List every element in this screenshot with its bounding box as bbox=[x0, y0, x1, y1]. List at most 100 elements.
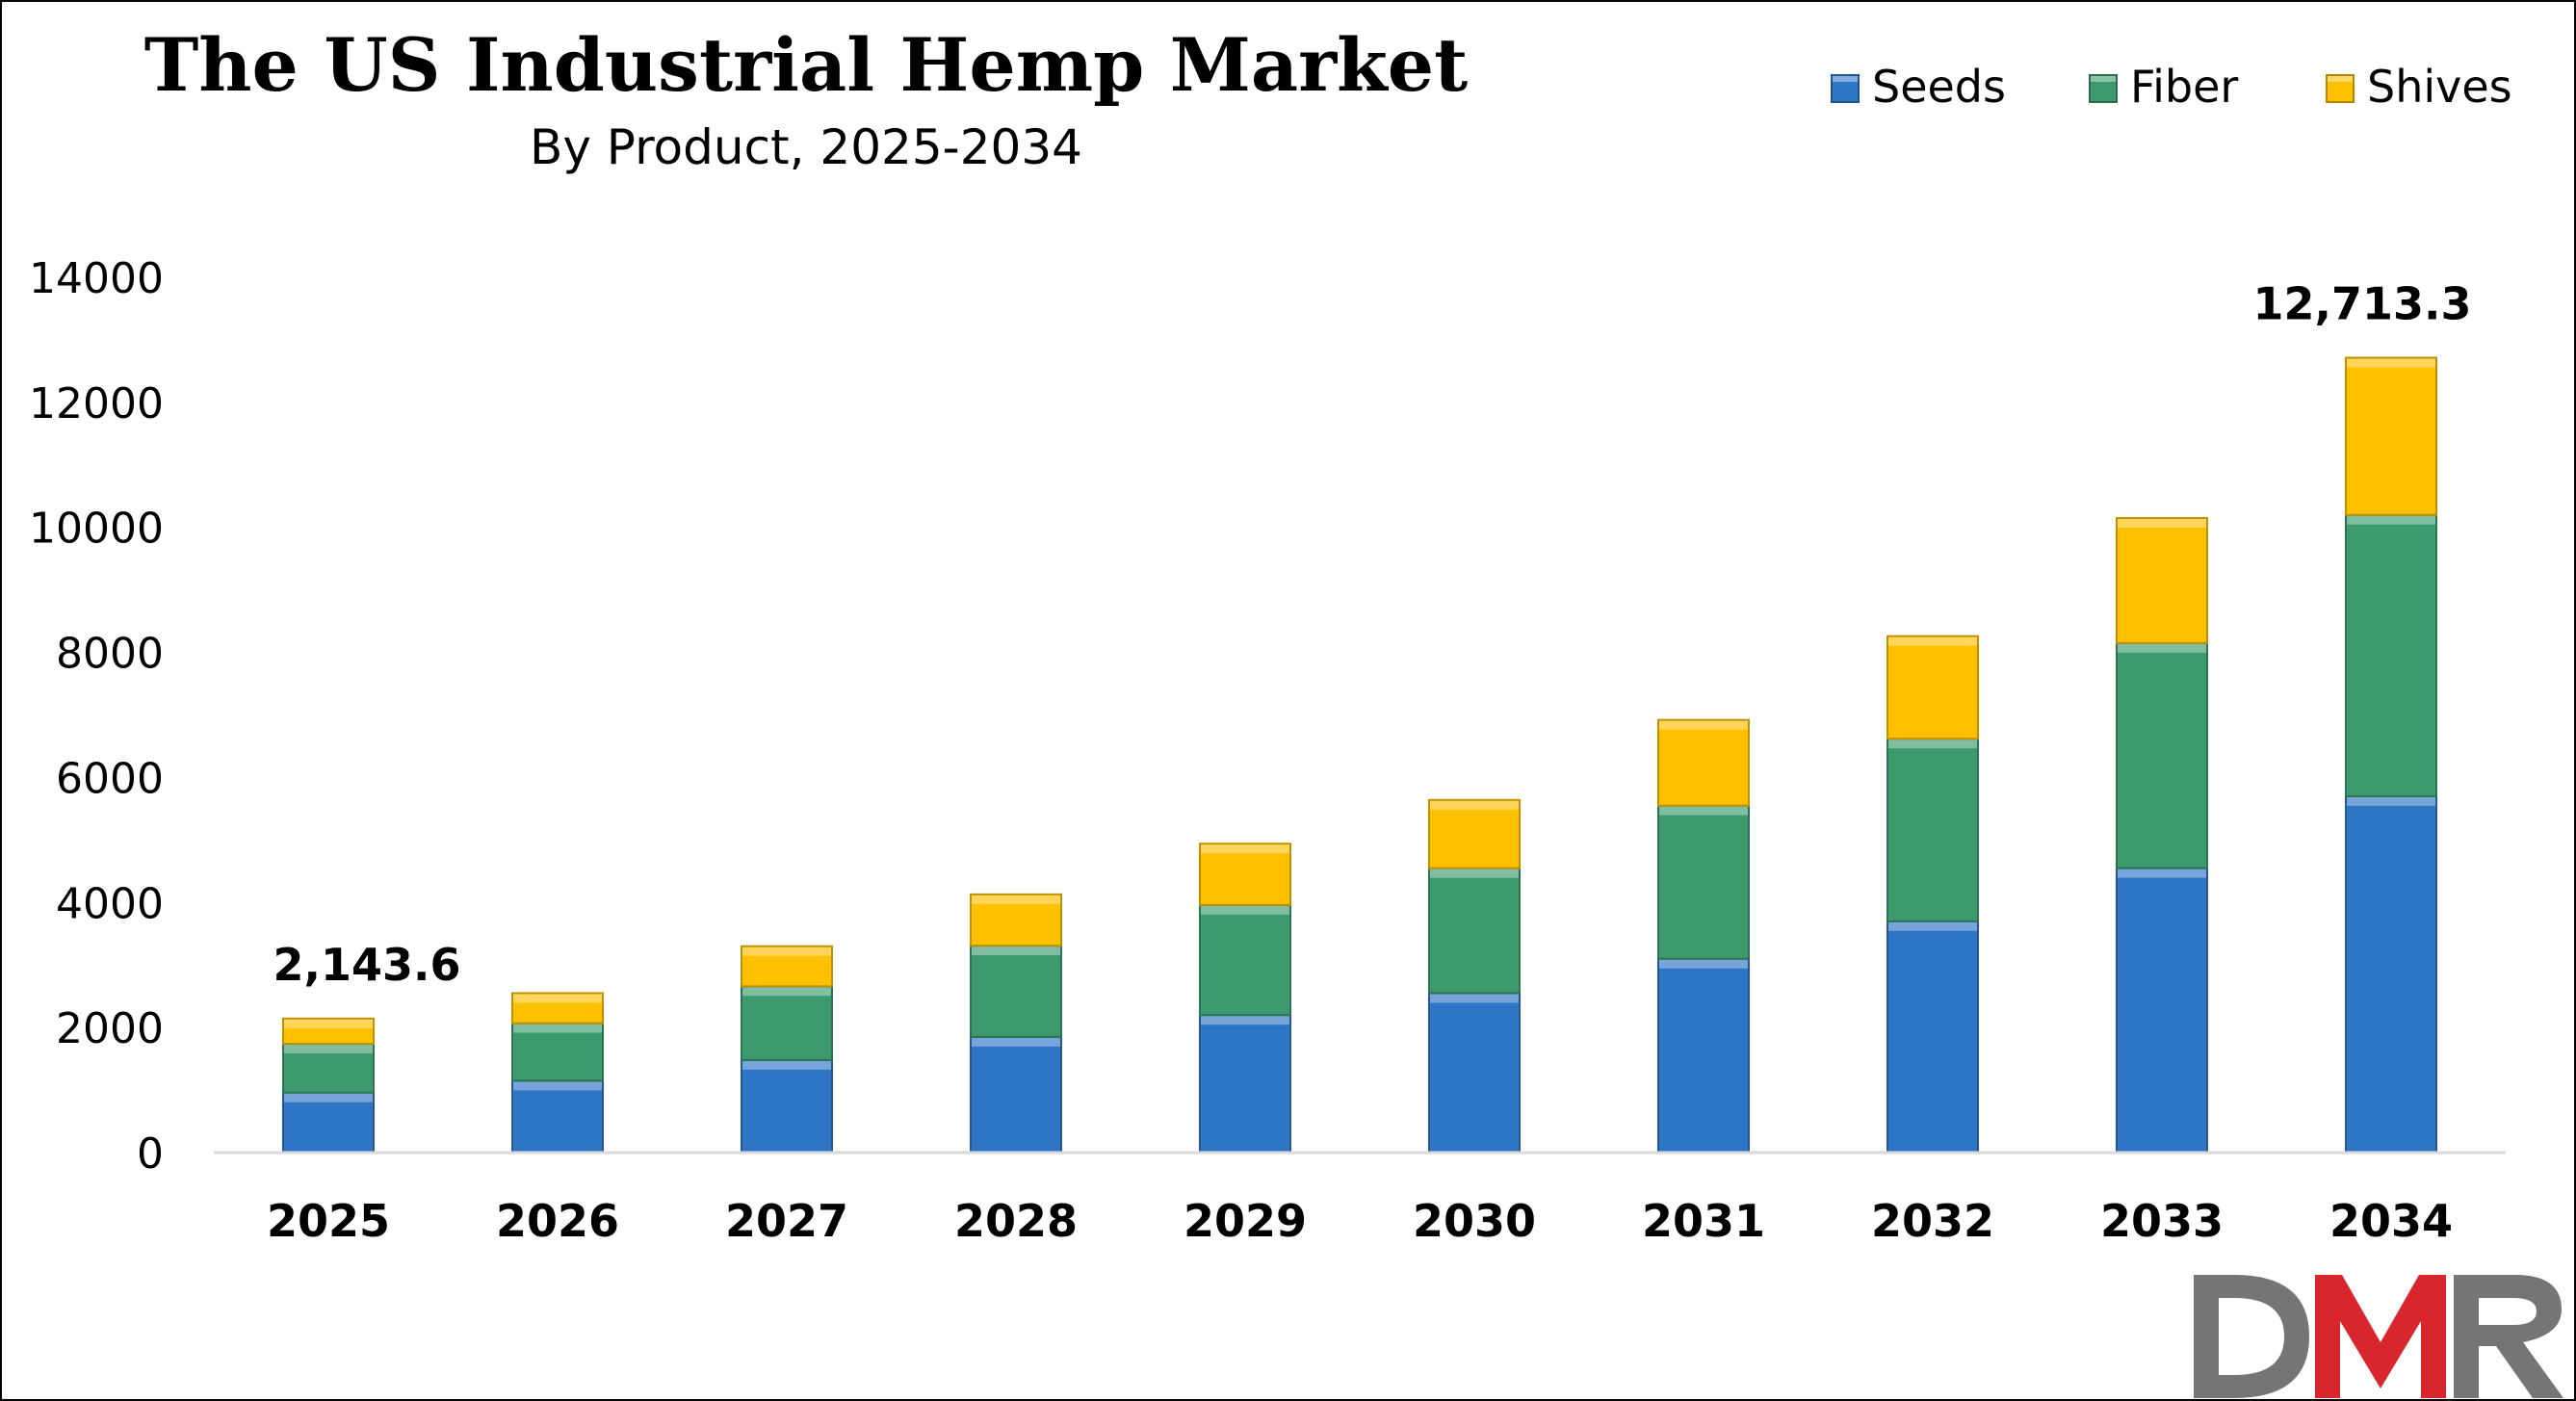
bar-stack-2032 bbox=[1886, 635, 1979, 1154]
bar-shives-2030 bbox=[1428, 798, 1521, 869]
legend-swatch-bevel bbox=[2328, 76, 2353, 82]
bar-seeds-2027 bbox=[741, 1058, 833, 1155]
bar-stack-2031 bbox=[1657, 718, 1750, 1154]
bar-seeds-2028 bbox=[970, 1035, 1062, 1155]
y-tick-label: 8000 bbox=[56, 630, 164, 679]
bar-bevel bbox=[742, 987, 831, 997]
legend-label-seeds: Seeds bbox=[1872, 61, 2006, 113]
logo-letter-r bbox=[2454, 1275, 2563, 1398]
bar-shives-2031 bbox=[1657, 718, 1750, 807]
bar-shives-2032 bbox=[1886, 635, 1979, 740]
x-tick-label: 2034 bbox=[2329, 1195, 2453, 1247]
bar-stack-2030 bbox=[1428, 798, 1521, 1154]
bar-bevel bbox=[2347, 796, 2435, 806]
dmr-logo bbox=[2194, 1275, 2563, 1398]
x-tick-label: 2028 bbox=[954, 1195, 1078, 1247]
bar-bevel bbox=[1430, 994, 1519, 1003]
bar-bevel bbox=[513, 1024, 602, 1033]
bar-seeds-2032 bbox=[1886, 920, 1979, 1154]
y-tick-label: 10000 bbox=[29, 505, 164, 554]
x-tick-label: 2029 bbox=[1184, 1195, 1307, 1247]
bar-seeds-2030 bbox=[1428, 992, 1521, 1154]
bar-fiber-2031 bbox=[1657, 804, 1750, 960]
x-tick-label: 2030 bbox=[1413, 1195, 1536, 1247]
bar-bevel bbox=[1201, 844, 1289, 854]
bar-fiber-2029 bbox=[1199, 903, 1291, 1017]
bar-bevel bbox=[1430, 800, 1519, 810]
bar-bevel bbox=[742, 1060, 831, 1070]
bar-fiber-2030 bbox=[1428, 867, 1521, 995]
bar-fiber-2033 bbox=[2116, 641, 2208, 869]
bar-bevel bbox=[1888, 636, 1977, 646]
bar-bevel bbox=[1430, 869, 1519, 878]
bar-stack-2026 bbox=[511, 992, 604, 1155]
data-label-2025: 2,143.6 bbox=[273, 939, 461, 991]
bar-seeds-2029 bbox=[1199, 1014, 1291, 1154]
bar-shives-2029 bbox=[1199, 843, 1291, 906]
y-tick-label: 14000 bbox=[29, 254, 164, 303]
x-tick-label: 2032 bbox=[1871, 1195, 1994, 1247]
bar-bevel bbox=[1888, 921, 1977, 931]
y-tick-label: 12000 bbox=[29, 379, 164, 428]
y-tick-label: 4000 bbox=[56, 879, 164, 928]
bars bbox=[282, 356, 2437, 1155]
bar-bevel bbox=[284, 1019, 373, 1028]
bar-stack-2027 bbox=[741, 945, 833, 1155]
bar-seeds-2025 bbox=[282, 1091, 375, 1155]
chart-title: The US Industrial Hemp Market bbox=[144, 22, 1469, 108]
bar-bevel bbox=[1201, 905, 1289, 915]
bar-stack-2029 bbox=[1199, 843, 1291, 1154]
legend-label-fiber: Fiber bbox=[2130, 61, 2238, 113]
chart-subtitle: By Product, 2025-2034 bbox=[530, 119, 1082, 175]
y-axis: 0 2000 4000 6000 8000 10000 12000 14000 bbox=[29, 254, 164, 1179]
x-axis: 2025 2026 2027 2028 2029 2030 2031 2032 2033 2034 bbox=[214, 1151, 2506, 1247]
bar-bevel bbox=[1659, 720, 1748, 730]
x-tick-label: 2031 bbox=[1642, 1195, 1765, 1247]
y-tick-label: 6000 bbox=[56, 754, 164, 803]
bar-stack-2025 bbox=[282, 1017, 375, 1155]
bar-bevel bbox=[2118, 518, 2206, 528]
bar-bevel bbox=[2347, 515, 2435, 525]
data-label-2034: 12,713.3 bbox=[2253, 278, 2472, 330]
bar-seeds-2026 bbox=[511, 1079, 604, 1155]
bar-bevel bbox=[972, 895, 1060, 904]
bar-seeds-2034 bbox=[2345, 794, 2437, 1155]
x-tick-label: 2033 bbox=[2100, 1195, 2224, 1247]
logo-letter-d bbox=[2194, 1275, 2309, 1398]
x-tick-label: 2026 bbox=[496, 1195, 619, 1247]
legend-label-shives: Shives bbox=[2367, 61, 2512, 113]
bar-bevel bbox=[513, 1081, 602, 1091]
bar-bevel bbox=[742, 947, 831, 956]
bar-bevel bbox=[284, 1045, 373, 1054]
bar-fiber-2032 bbox=[1886, 738, 1979, 922]
x-tick-label: 2025 bbox=[267, 1195, 390, 1247]
bar-seeds-2033 bbox=[2116, 867, 2208, 1154]
annotations: 2,143.6 12,713.3 bbox=[273, 278, 2472, 991]
legend: Seeds Fiber Shives bbox=[1831, 61, 2512, 113]
legend-swatch-bevel bbox=[1833, 76, 1858, 82]
bar-shives-2033 bbox=[2116, 516, 2208, 644]
bar-bevel bbox=[2118, 643, 2206, 653]
bar-bevel bbox=[284, 1093, 373, 1103]
bar-bevel bbox=[1201, 1016, 1289, 1025]
bar-stack-2034 bbox=[2345, 356, 2437, 1155]
logo-letter-m bbox=[2315, 1275, 2446, 1398]
y-tick-label: 2000 bbox=[56, 1004, 164, 1053]
bar-bevel bbox=[2118, 869, 2206, 878]
bar-stack-2028 bbox=[970, 893, 1062, 1155]
bar-bevel bbox=[972, 1037, 1060, 1047]
bar-bevel bbox=[1659, 959, 1748, 969]
bar-fiber-2028 bbox=[970, 945, 1062, 1038]
bar-bevel bbox=[972, 947, 1060, 956]
bar-shives-2034 bbox=[2345, 356, 2437, 516]
bar-bevel bbox=[513, 994, 602, 1003]
y-tick-label: 0 bbox=[137, 1129, 164, 1179]
bar-stack-2033 bbox=[2116, 516, 2208, 1154]
x-tick-label: 2027 bbox=[725, 1195, 848, 1247]
bar-bevel bbox=[1659, 806, 1748, 816]
bar-bevel bbox=[2347, 358, 2435, 368]
bar-fiber-2027 bbox=[741, 985, 833, 1061]
legend-swatch-bevel bbox=[2091, 76, 2116, 82]
